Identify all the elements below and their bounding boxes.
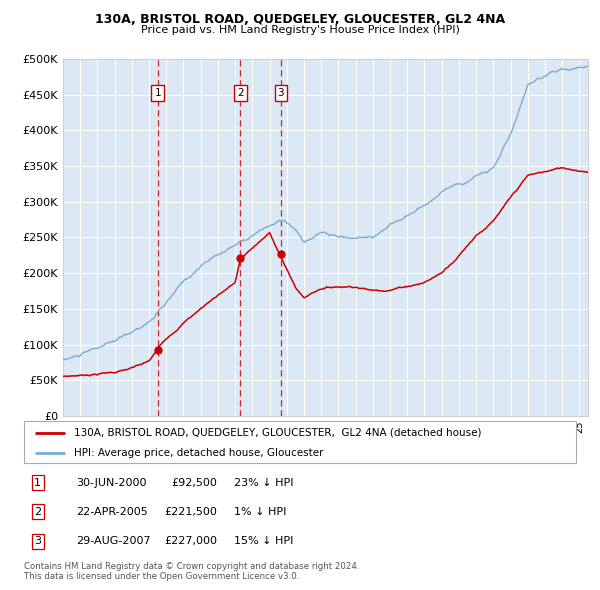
Text: 1: 1 bbox=[34, 477, 41, 487]
Text: 15% ↓ HPI: 15% ↓ HPI bbox=[234, 536, 293, 546]
Text: 23% ↓ HPI: 23% ↓ HPI bbox=[234, 477, 293, 487]
FancyBboxPatch shape bbox=[24, 421, 576, 463]
Text: 2: 2 bbox=[34, 507, 41, 517]
Text: This data is licensed under the Open Government Licence v3.0.: This data is licensed under the Open Gov… bbox=[24, 572, 299, 581]
Text: 30-JUN-2000: 30-JUN-2000 bbox=[76, 477, 147, 487]
Text: £227,000: £227,000 bbox=[164, 536, 217, 546]
Text: £92,500: £92,500 bbox=[172, 477, 217, 487]
Text: 1% ↓ HPI: 1% ↓ HPI bbox=[234, 507, 286, 517]
Text: 3: 3 bbox=[34, 536, 41, 546]
Text: 1: 1 bbox=[154, 88, 161, 99]
Text: £221,500: £221,500 bbox=[164, 507, 217, 517]
Text: Contains HM Land Registry data © Crown copyright and database right 2024.: Contains HM Land Registry data © Crown c… bbox=[24, 562, 359, 571]
Text: 3: 3 bbox=[277, 88, 284, 99]
Text: 130A, BRISTOL ROAD, QUEDGELEY, GLOUCESTER,  GL2 4NA (detached house): 130A, BRISTOL ROAD, QUEDGELEY, GLOUCESTE… bbox=[74, 428, 481, 438]
Text: HPI: Average price, detached house, Gloucester: HPI: Average price, detached house, Glou… bbox=[74, 448, 323, 457]
Text: 22-APR-2005: 22-APR-2005 bbox=[76, 507, 148, 517]
Text: 29-AUG-2007: 29-AUG-2007 bbox=[76, 536, 151, 546]
Text: 2: 2 bbox=[237, 88, 244, 99]
Text: 130A, BRISTOL ROAD, QUEDGELEY, GLOUCESTER, GL2 4NA: 130A, BRISTOL ROAD, QUEDGELEY, GLOUCESTE… bbox=[95, 13, 505, 26]
Text: Price paid vs. HM Land Registry's House Price Index (HPI): Price paid vs. HM Land Registry's House … bbox=[140, 25, 460, 35]
